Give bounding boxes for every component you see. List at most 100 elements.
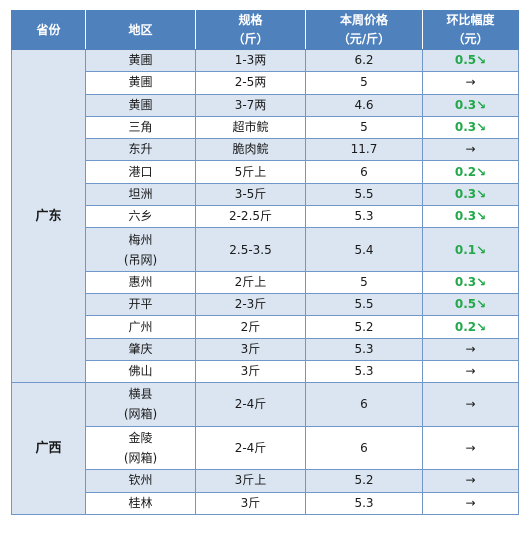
change-cell: → [422,138,519,162]
table-row: 广州 2斤 5.2 0.2↘ [12,315,519,339]
header-price-line2: （元/斤） [337,32,391,46]
header-spec: 规格 （斤） [195,10,306,50]
header-row: 省份 地区 规格 （斤） 本周价格 （元/斤） 环比幅度 （元） [11,10,519,50]
header-region: 地区 [85,10,196,50]
price-cell: 5.3 [305,359,423,384]
decrease-value: 0.5↘ [454,53,487,68]
header-spec-line2: （斤） [232,32,269,46]
table-row: 三角 超市鲩 5 0.3↘ [12,115,519,140]
header-change: 环比幅度 （元） [422,10,519,50]
region-note: (网箱) [123,407,158,422]
spec-cell: 3-7两 [195,93,306,117]
flat-arrow-icon: → [465,142,476,157]
region-name: 钦州 [128,473,153,488]
change-cell: 0.3↘ [422,204,519,229]
flat-arrow-icon: → [465,473,476,488]
region-name: 肇庆 [128,341,153,356]
table-row: 佛山 3斤 5.3 → [12,359,519,384]
price-cell: 5.5 [305,293,423,317]
change-cell: → [422,491,519,516]
spec-cell: 5斤上 [195,160,306,184]
region-name: 广州 [128,319,153,334]
change-cell: → [422,71,519,95]
decrease-value: 0.3↘ [454,186,487,201]
header-change-line1: 环比幅度 [446,13,495,27]
region-cell: 三角 [85,115,196,140]
spec-cell: 2-4斤 [195,382,306,427]
region-name: 三角 [128,119,153,134]
spec-cell: 2斤上 [195,270,306,295]
price-cell: 4.6 [305,93,423,117]
header-change-line2: （元） [452,32,489,46]
spec-cell: 1-3两 [195,48,306,73]
price-cell: 5.4 [305,227,423,272]
region-name: 黄圃 [128,53,153,68]
region-cell: 钦州 [85,469,196,493]
table-row: 广东 黄圃 1-3两 6.2 0.5↘ [11,48,519,384]
flat-arrow-icon: → [465,341,476,356]
region-cell: 惠州 [85,270,196,295]
table-row: 惠州 2斤上 5 0.3↘ [12,270,519,295]
flat-arrow-icon: → [465,495,476,510]
change-cell: → [422,359,519,384]
region-cell: 港口 [85,160,196,184]
header-province: 省份 [11,10,86,50]
decrease-value: 0.3↘ [454,119,487,134]
spec-cell: 2-5两 [195,71,306,95]
spec-cell: 2斤 [195,315,306,339]
region-name: 金陵 [128,431,153,446]
region-name: 黄圃 [128,75,153,90]
region-name: 开平 [128,297,153,312]
change-cell: 0.1↘ [422,227,519,272]
spec-cell: 脆肉鲩 [195,138,306,162]
province-cell: 广东 [11,48,86,384]
region-cell: 横县 (网箱) [85,382,196,427]
price-cell: 5.3 [305,337,423,361]
region-cell: 桂林 [85,491,196,516]
region-cell: 佛山 [85,359,196,384]
table-row: 桂林 3斤 5.3 → [12,491,519,516]
spec-cell: 3-5斤 [195,182,306,206]
table-body: 广东 黄圃 1-3两 6.2 0.5↘ 黄圃 2-5两 5 → 黄圃 3-7两 4.6 0.3↘ 三角 超市… [11,48,519,516]
table-row: 金陵 (网箱) 2-4斤 6 → [12,425,519,471]
change-cell: → [422,382,519,427]
price-cell: 6 [305,382,423,427]
table-row: 开平 2-3斤 5.5 0.5↘ [12,293,519,317]
spec-cell: 2.5-3.5 [195,227,306,272]
table-row: 六乡 2-2.5斤 5.3 0.3↘ [12,204,519,229]
flat-arrow-icon: → [465,397,476,412]
change-cell: 0.3↘ [422,93,519,117]
flat-arrow-icon: → [465,364,476,379]
region-cell: 黄圃 [85,48,196,73]
spec-cell: 超市鲩 [195,115,306,140]
price-cell: 6 [305,425,423,471]
price-cell: 5.5 [305,182,423,206]
decrease-value: 0.3↘ [454,97,487,112]
change-cell: 0.2↘ [422,160,519,184]
decrease-value: 0.2↘ [454,319,487,334]
spec-cell: 3斤 [195,337,306,361]
region-name: 桂林 [128,495,153,510]
header-spec-line1: 规格 [238,13,263,27]
change-cell: → [422,425,519,471]
price-cell: 6 [305,160,423,184]
change-cell: 0.3↘ [422,270,519,295]
province-cell: 广西 [11,382,86,515]
price-cell: 5.3 [305,204,423,229]
region-cell: 肇庆 [85,337,196,361]
region-cell: 黄圃 [85,93,196,117]
table-row: 钦州 3斤上 5.2 → [12,469,519,493]
spec-cell: 2-4斤 [195,425,306,471]
region-name: 佛山 [128,364,153,379]
region-note: (网箱) [123,451,158,466]
region-name: 横县 [128,387,153,402]
change-cell: 0.5↘ [422,293,519,317]
spec-cell: 3斤上 [195,469,306,493]
decrease-value: 0.3↘ [454,274,487,289]
region-cell: 六乡 [85,204,196,229]
region-cell: 坦洲 [85,182,196,206]
table-row: 黄圃 3-7两 4.6 0.3↘ [12,93,519,117]
change-cell: → [422,337,519,361]
spec-cell: 2-2.5斤 [195,204,306,229]
region-name: 港口 [128,164,153,179]
